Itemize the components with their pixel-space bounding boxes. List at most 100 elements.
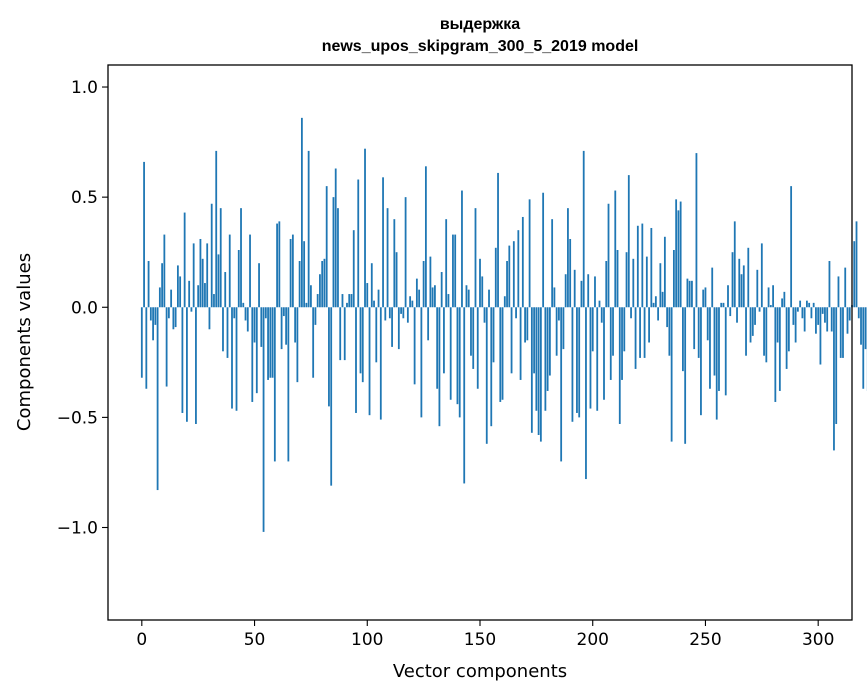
bar <box>616 250 619 308</box>
bar <box>204 283 206 308</box>
bar <box>614 190 617 308</box>
bar <box>508 245 511 308</box>
bar <box>652 302 655 308</box>
bar <box>794 307 797 343</box>
bar <box>724 307 727 396</box>
bar <box>316 294 319 308</box>
bar <box>819 307 822 365</box>
bar <box>454 234 457 308</box>
bar <box>627 175 630 308</box>
bar <box>578 307 581 418</box>
bar <box>639 307 641 358</box>
bar <box>269 307 272 378</box>
bar <box>661 291 664 308</box>
bar <box>684 307 687 444</box>
x-tick-label: 50 <box>244 630 266 650</box>
bar <box>548 307 551 376</box>
bar <box>341 294 344 308</box>
x-axis-ticks: 0 50 100 150 200 250 300 <box>136 620 834 650</box>
bar <box>287 307 290 462</box>
bar <box>436 307 439 389</box>
x-tick-label: 200 <box>577 630 609 650</box>
bar <box>298 261 301 308</box>
bar <box>691 280 693 308</box>
y-tick-label: −0.5 <box>57 408 98 428</box>
bar <box>386 208 389 308</box>
bar <box>206 243 209 308</box>
bar <box>440 272 443 308</box>
bar <box>772 285 774 308</box>
bar <box>253 307 256 343</box>
bar <box>165 307 168 387</box>
bar <box>636 225 639 308</box>
bar <box>391 307 393 347</box>
bar <box>596 307 599 411</box>
bar <box>506 261 508 308</box>
bar <box>609 307 612 380</box>
bar <box>806 300 808 308</box>
chart-subtitle: news_upos_skipgram_300_5_2019 model <box>322 38 639 55</box>
bar <box>781 298 784 308</box>
bar <box>413 307 416 385</box>
bar <box>718 307 720 391</box>
bar <box>445 219 448 308</box>
bar <box>585 307 587 480</box>
bar <box>262 307 265 532</box>
bar <box>379 307 382 420</box>
bar <box>824 307 826 323</box>
bar <box>679 201 682 308</box>
bar <box>465 285 468 308</box>
bar <box>571 307 574 422</box>
bar <box>355 307 357 413</box>
bar <box>197 285 200 308</box>
bar <box>319 274 321 308</box>
bar <box>167 307 170 319</box>
bar <box>603 307 605 400</box>
bar <box>754 307 756 325</box>
bar <box>402 307 405 319</box>
bar <box>774 307 777 402</box>
bar <box>188 280 191 308</box>
bar <box>512 241 515 308</box>
bar <box>672 250 675 308</box>
bar <box>485 307 488 444</box>
bar <box>452 234 454 308</box>
bar <box>343 307 346 361</box>
bar <box>796 307 799 312</box>
bar <box>488 289 490 308</box>
bar <box>149 307 152 321</box>
bar <box>542 192 545 308</box>
bar <box>219 208 222 308</box>
bar <box>235 307 238 411</box>
bar <box>846 307 849 334</box>
bar <box>420 307 423 418</box>
bar <box>264 307 267 319</box>
bar <box>844 267 847 308</box>
bar <box>186 307 188 422</box>
bar <box>769 305 772 308</box>
bar <box>217 254 220 308</box>
bar <box>307 150 310 308</box>
bar <box>702 289 705 308</box>
bar <box>296 307 299 383</box>
bar <box>228 234 231 308</box>
bar <box>551 219 554 308</box>
bar <box>143 161 145 308</box>
bar <box>208 307 211 330</box>
bar <box>837 276 840 308</box>
bar <box>388 307 391 319</box>
bar <box>713 307 716 376</box>
bar <box>382 177 384 308</box>
bar <box>600 307 603 323</box>
bar <box>654 296 657 308</box>
bar <box>330 307 333 486</box>
bar <box>300 117 303 308</box>
bar <box>494 247 497 308</box>
bar <box>370 263 373 308</box>
bar <box>855 221 858 308</box>
bar <box>359 307 362 374</box>
bar <box>612 307 614 356</box>
bar <box>179 276 182 308</box>
bar <box>176 265 179 308</box>
bar <box>817 307 820 325</box>
